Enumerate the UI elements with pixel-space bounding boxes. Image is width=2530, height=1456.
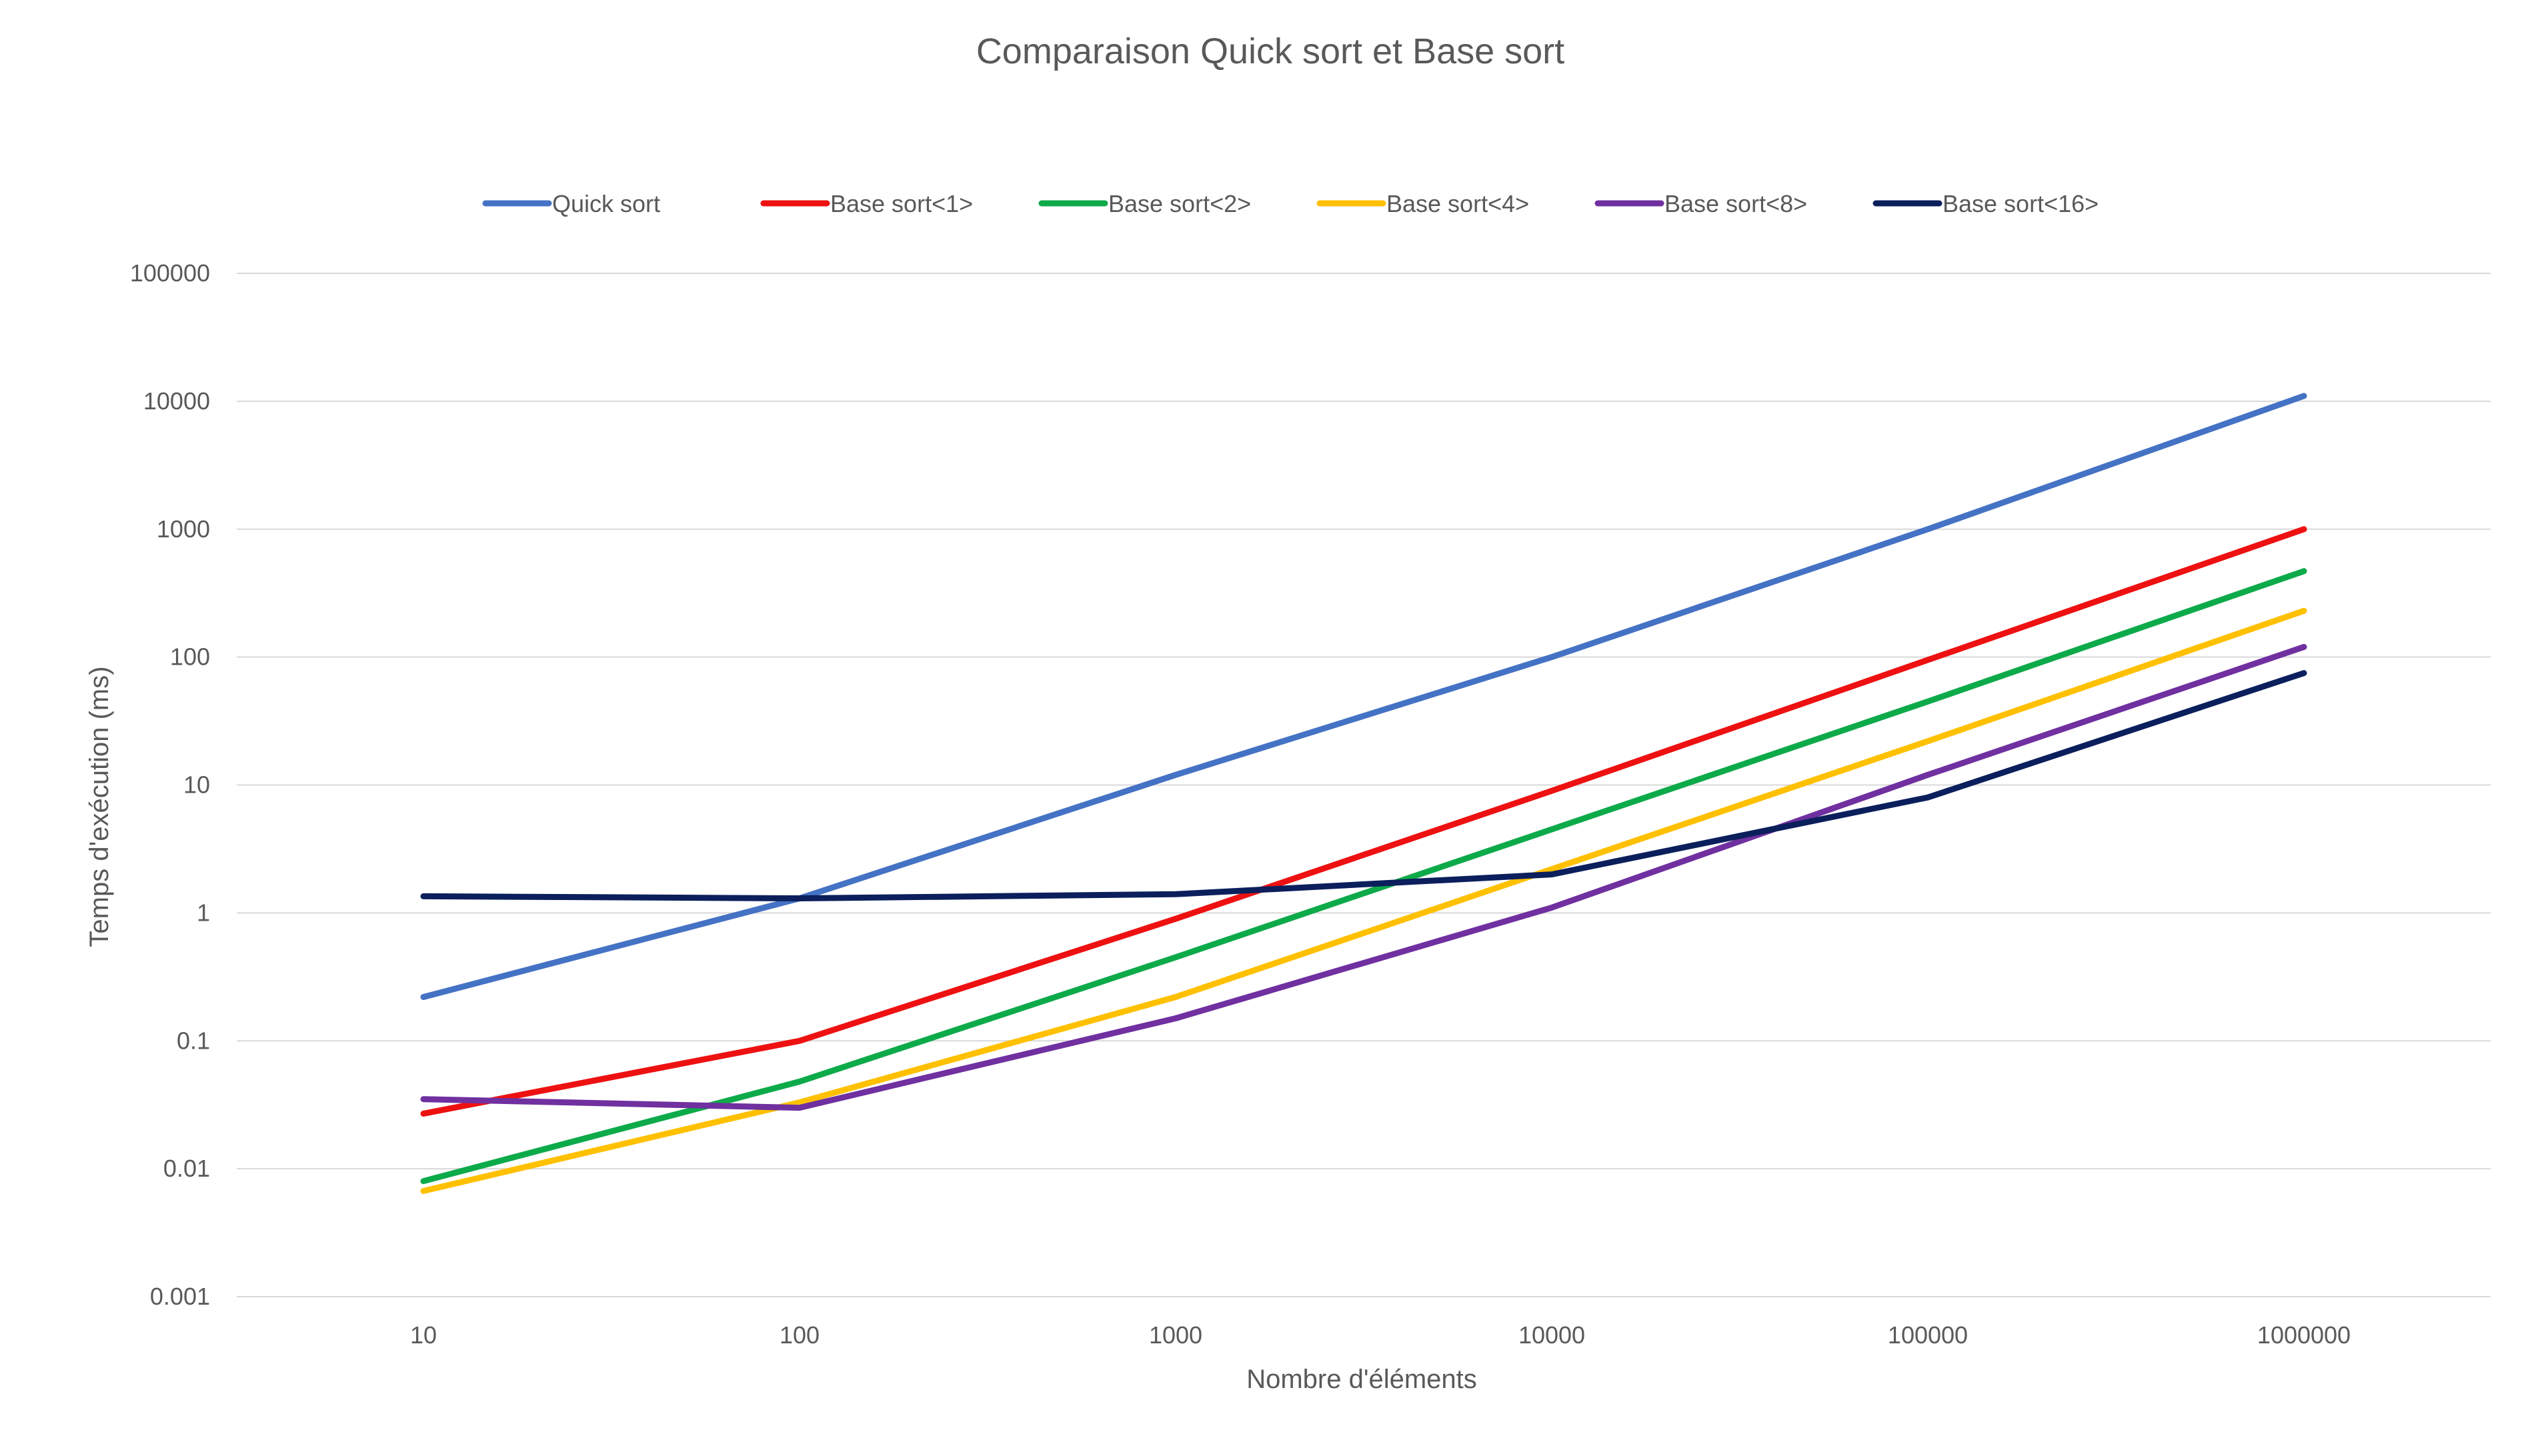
chart-title: Comparaison Quick sort et Base sort: [976, 31, 1564, 71]
series-lines: [420, 393, 2307, 1194]
y-axis-tick-labels: 0.001 0.01 0.1 1 10 100 1000 10000 100000: [130, 259, 210, 1310]
series-line-1: [420, 393, 2307, 1000]
y-tick-label: 0.01: [163, 1155, 210, 1182]
y-tick-label: 10: [183, 771, 210, 799]
series-line-3: [420, 568, 2307, 1185]
legend-label-3: Base sort<2>: [1108, 190, 1251, 217]
series-line-2: [420, 526, 2307, 1117]
legend-label-6: Base sort<16>: [1943, 190, 2099, 217]
legend-label-4: Base sort<4>: [1386, 190, 1529, 217]
series-line-6: [420, 670, 2307, 901]
x-tick-label: 10000: [1518, 1321, 1585, 1349]
legend-label-5: Base sort<8>: [1664, 190, 1807, 217]
series-line-5: [420, 643, 2307, 1111]
y-tick-label: 10000: [143, 387, 210, 415]
y-axis-title: Temps d'exécution (ms): [85, 666, 114, 947]
legend: Quick sort Base sort<1> Base sort<2> Base s…: [482, 190, 2099, 217]
gridlines: [237, 273, 2491, 1297]
y-tick-label: 1000: [157, 515, 210, 543]
x-tick-label: 1000: [1149, 1321, 1202, 1349]
x-tick-label: 10: [410, 1321, 437, 1349]
y-tick-label: 100000: [130, 259, 210, 287]
y-tick-label: 0.1: [177, 1027, 210, 1054]
x-axis-tick-labels: 10 100 1000 10000 100000 1000000: [410, 1321, 2351, 1349]
x-tick-label: 1000000: [2257, 1321, 2351, 1349]
y-tick-label: 1: [197, 899, 210, 926]
x-axis-title: Nombre d'éléments: [1246, 1365, 1477, 1394]
x-tick-label: 100000: [1888, 1321, 1968, 1349]
series-line-4: [420, 607, 2307, 1194]
legend-label-2: Base sort<1>: [830, 190, 973, 217]
x-tick-label: 100: [780, 1321, 820, 1349]
y-tick-label: 0.001: [150, 1283, 210, 1310]
legend-label-1: Quick sort: [552, 190, 660, 217]
y-tick-label: 100: [170, 643, 210, 671]
